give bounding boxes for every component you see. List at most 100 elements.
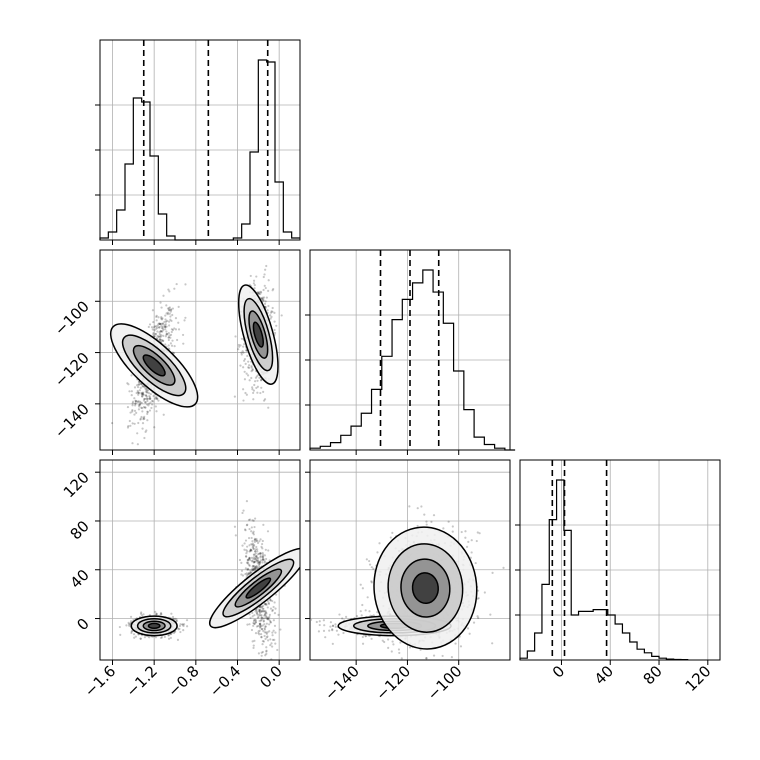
scatter-point — [245, 349, 248, 352]
scatter-point — [261, 610, 264, 613]
scatter-point — [254, 567, 257, 571]
scatter-point — [169, 333, 173, 336]
scatter-point — [252, 547, 255, 551]
scatter-point — [243, 528, 247, 531]
scatter-point — [368, 610, 371, 613]
scatter-point — [268, 619, 272, 622]
scatter-point — [181, 623, 184, 626]
scatter-point — [238, 558, 242, 562]
scatter-point — [276, 661, 278, 663]
scatter-point — [146, 397, 149, 400]
scatter-point — [260, 654, 263, 657]
scatter-point — [164, 320, 168, 323]
hist-bar — [443, 323, 453, 450]
scatter-point — [174, 317, 178, 320]
scatter-point — [259, 292, 262, 296]
scatter-point — [130, 374, 133, 377]
scatter-point — [258, 613, 261, 617]
scatter-point — [155, 325, 158, 328]
scatter-point — [158, 322, 162, 325]
scatter-point — [151, 399, 154, 402]
scatter-point — [173, 327, 176, 330]
scatter-point — [246, 354, 249, 358]
scatter-point — [259, 560, 262, 564]
scatter-point — [246, 568, 249, 571]
scatter-point — [342, 631, 345, 635]
scatter-point — [259, 552, 262, 555]
scatter-point — [264, 548, 267, 551]
scatter-point — [155, 336, 158, 340]
scatter-point — [148, 397, 151, 400]
scatter-point — [145, 388, 148, 391]
scatter-point — [145, 391, 148, 394]
scatter-point — [131, 402, 134, 405]
scatter-point — [269, 638, 272, 641]
scatter-point — [168, 312, 171, 315]
scatter-point — [263, 628, 266, 631]
scatter-point — [258, 609, 261, 612]
scatter-point — [256, 291, 259, 294]
hist-bar — [644, 653, 651, 660]
scatter-point — [255, 375, 259, 378]
hist-bar — [542, 584, 549, 660]
scatter-point — [171, 307, 175, 310]
scatter-point — [331, 624, 335, 627]
scatter-point — [467, 540, 470, 544]
scatter-point — [139, 401, 142, 404]
scatter-point — [144, 387, 147, 390]
scatter-point — [144, 394, 148, 397]
scatter-point — [251, 388, 254, 391]
scatter-point — [171, 339, 174, 342]
scatter-point — [184, 283, 187, 286]
scatter-point — [151, 309, 155, 312]
scatter-point — [262, 523, 265, 526]
scatter-point — [267, 602, 271, 605]
scatter-point — [259, 608, 262, 611]
scatter-point — [280, 314, 283, 317]
scatter-point — [159, 338, 162, 341]
scatter-point — [155, 396, 158, 400]
scatter-point — [247, 366, 250, 369]
scatter-point — [252, 568, 255, 571]
scatter-point — [257, 624, 260, 628]
scatter-point — [162, 328, 165, 332]
x-tick-label: −1.6 — [81, 662, 119, 700]
scatter-point — [146, 398, 149, 401]
scatter-point — [255, 555, 258, 558]
scatter-point — [265, 296, 268, 299]
scatter-point — [256, 556, 259, 559]
x-tick-label: −120 — [372, 662, 414, 704]
scatter-point — [178, 627, 181, 630]
scatter-point — [266, 617, 269, 620]
scatter-point — [237, 348, 240, 351]
scatter-point — [152, 333, 155, 336]
density-contour — [147, 622, 161, 630]
scatter-point — [425, 661, 427, 663]
scatter-point — [169, 310, 172, 313]
scatter-point — [261, 624, 264, 627]
scatter-point — [246, 550, 249, 553]
scatter-point — [253, 525, 256, 529]
scatter-point — [338, 613, 341, 616]
scatter-point — [263, 302, 267, 305]
scatter-point — [170, 612, 173, 615]
scatter-point — [262, 288, 265, 292]
scatter-point — [246, 523, 249, 526]
scatter-point — [155, 319, 158, 322]
scatter-point — [252, 558, 255, 561]
scatter-point — [238, 345, 241, 348]
scatter-point — [135, 391, 138, 395]
scatter-point — [130, 390, 133, 393]
scatter-point — [261, 297, 265, 301]
scatter-point — [143, 415, 146, 418]
scatter-point — [147, 404, 150, 407]
scatter-point — [258, 376, 261, 379]
scatter-point — [155, 397, 159, 401]
scatter-point — [182, 624, 185, 628]
scatter-point — [144, 400, 147, 404]
scatter-point — [156, 397, 159, 400]
scatter-point — [248, 527, 251, 531]
scatter-point — [118, 625, 121, 629]
scatter-point — [476, 531, 479, 534]
scatter-point — [259, 552, 262, 555]
